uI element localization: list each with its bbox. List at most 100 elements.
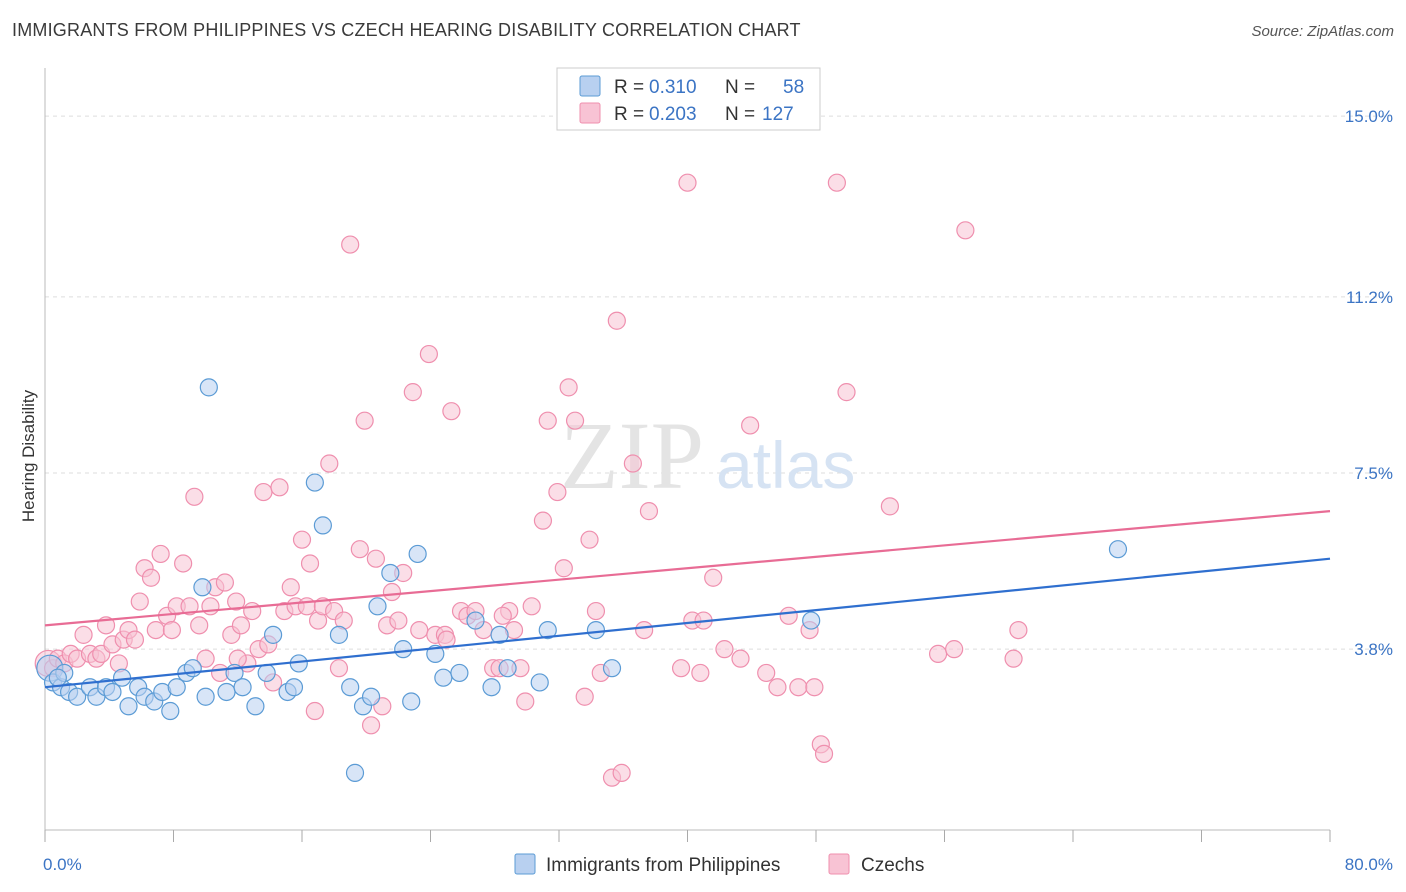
bottom-legend-swatch-blue <box>514 853 536 875</box>
x-tick-label: 80.0% <box>1345 855 1393 874</box>
data-point <box>305 473 324 492</box>
data-point <box>389 611 408 630</box>
data-point <box>381 563 400 583</box>
data-point <box>103 682 122 702</box>
series-czechs <box>34 173 1028 787</box>
data-point <box>410 621 429 640</box>
legend-r-value: 0.203 <box>649 104 697 125</box>
data-point <box>233 678 252 697</box>
legend-n-value: 127 <box>762 104 794 125</box>
legend-row-blue: R = 0.310 N = 58 <box>579 75 804 98</box>
data-point <box>217 682 236 702</box>
data-point <box>243 601 262 621</box>
data-point <box>74 625 93 644</box>
chart-title: IMMIGRANTS FROM PHILIPPINES VS CZECH HEA… <box>12 20 801 40</box>
legend-swatch-pink <box>579 102 601 124</box>
data-point <box>231 616 251 635</box>
data-point <box>671 659 691 678</box>
data-point <box>1108 540 1128 559</box>
y-tick-label: 7.5% <box>1354 464 1393 483</box>
data-point <box>382 582 402 602</box>
y-tick-label: 15.0% <box>1345 107 1393 126</box>
data-point <box>575 687 594 706</box>
data-point <box>263 625 283 644</box>
data-point <box>538 621 557 640</box>
data-point <box>162 621 181 640</box>
watermark: ZIP atlas <box>560 402 855 509</box>
data-point <box>341 678 360 697</box>
data-point <box>215 573 234 592</box>
data-point <box>297 597 316 616</box>
data-point <box>554 559 573 578</box>
data-point <box>167 678 186 697</box>
data-point <box>442 402 461 421</box>
trend-line <box>44 557 1331 689</box>
data-point <box>533 511 553 530</box>
data-point <box>125 630 145 649</box>
data-point <box>612 763 631 782</box>
data-point <box>402 692 421 711</box>
data-point <box>199 378 218 397</box>
bottom-legend-swatch-pink <box>828 853 850 875</box>
data-point <box>292 530 312 549</box>
data-point <box>300 554 320 573</box>
data-point <box>623 454 642 473</box>
data-point <box>270 478 289 497</box>
axes <box>44 68 1331 842</box>
data-point <box>538 411 557 430</box>
data-point <box>779 606 798 625</box>
data-point <box>227 592 246 611</box>
data-point <box>928 644 948 663</box>
y-axis-label: Hearing Disability <box>19 389 38 522</box>
data-point <box>112 668 132 687</box>
legend-r-label: R = <box>614 77 644 98</box>
data-point <box>482 678 501 697</box>
data-point <box>254 482 273 502</box>
data-point <box>345 763 365 782</box>
data-point <box>355 411 374 430</box>
data-point <box>490 625 509 644</box>
data-point <box>329 659 349 678</box>
legend-r-value: 0.310 <box>649 77 697 98</box>
data-point <box>691 663 710 683</box>
data-point <box>281 578 300 597</box>
data-point <box>715 640 734 659</box>
data-point <box>493 606 512 625</box>
data-point <box>559 378 578 397</box>
data-point <box>313 516 332 535</box>
data-point <box>68 687 87 706</box>
data-point <box>802 611 821 630</box>
data-point <box>329 625 349 644</box>
data-point <box>320 454 339 473</box>
gridlines <box>45 115 1392 650</box>
data-point <box>193 578 212 597</box>
data-point <box>757 663 776 683</box>
bottom-legend: Immigrants from Philippines Czechs <box>514 853 924 876</box>
trend-lines <box>44 510 1331 689</box>
data-point <box>246 697 265 716</box>
data-point <box>814 744 834 763</box>
data-point <box>704 568 723 587</box>
data-point <box>639 502 659 521</box>
legend-r-label: R = <box>614 104 644 125</box>
data-point <box>602 659 622 678</box>
data-point <box>130 592 149 611</box>
data-point <box>522 597 541 616</box>
data-point <box>516 692 535 711</box>
data-point <box>450 663 469 683</box>
data-point <box>174 554 193 573</box>
data-point <box>284 678 304 697</box>
data-point <box>789 678 808 697</box>
y-tick-labels: 3.8% 7.5% 11.2% 15.0% <box>1345 107 1393 659</box>
watermark-atlas: atlas <box>716 428 855 502</box>
data-point <box>305 701 324 721</box>
data-point <box>366 549 385 568</box>
legend-box: R = 0.310 N = 58 R = 0.203 N = 127 <box>556 67 821 131</box>
data-point <box>1004 649 1023 668</box>
data-point <box>368 597 387 616</box>
legend-n-label: N = <box>725 77 755 98</box>
bottom-legend-label-czechs: Czechs <box>861 855 924 876</box>
data-point <box>498 659 517 678</box>
data-point <box>196 687 215 706</box>
